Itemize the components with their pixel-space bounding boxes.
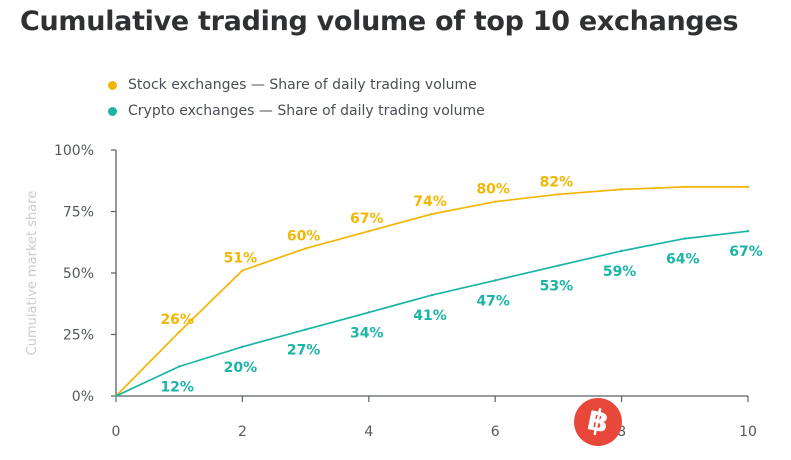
legend-label-crypto: Crypto exchanges — Share of daily tradin… [128,103,485,119]
x-tick-label: 8 [617,424,626,440]
data-label-crypto: 12% [160,379,194,395]
data-point-crypto [430,293,434,297]
data-point-crypto [557,264,560,267]
y-tick-label: 25% [63,328,94,344]
data-label-crypto: 41% [413,308,447,324]
data-point-stock [367,229,370,233]
legend-label-stock: Stock exchanges — Share of daily trading… [128,77,477,93]
data-point-stock [241,269,244,272]
y-tick-label: 0% [72,389,94,405]
x-tick-label: 10 [739,424,757,440]
y-tick-label: 50% [63,266,94,282]
data-point-stock [557,193,560,196]
data-label-crypto: 67% [729,244,763,260]
data-label-stock: 26% [160,312,194,328]
data-label-crypto: 59% [603,264,637,280]
data-point-crypto [367,311,370,314]
data-label-stock: 74% [413,194,447,210]
data-label-crypto: 20% [224,360,258,376]
y-tick-label: 75% [63,205,94,221]
data-point-stock [304,247,307,250]
data-label-crypto: 27% [287,343,321,359]
y-tick-label: 100% [54,143,94,159]
data-label-crypto: 34% [350,325,384,341]
data-point-crypto [746,229,750,233]
data-label-stock: 60% [287,228,321,244]
data-label-stock: 51% [224,251,258,267]
data-label-crypto: 47% [476,293,510,309]
data-point-crypto [494,279,497,282]
data-label-crypto: 53% [540,279,574,295]
series-line-stock [115,186,748,397]
legend-item-crypto: Crypto exchanges — Share of daily tradin… [108,103,485,119]
data-point-stock [178,330,181,334]
legend-dot-icon [108,80,117,90]
y-axis-title: Cumulative market share [25,191,40,356]
x-tick-label: 4 [364,424,373,440]
x-tick-label: 6 [491,424,500,440]
data-point-stock [620,188,623,191]
data-point-crypto [114,394,118,398]
data-point-crypto [178,365,181,368]
legend-item-stock: Stock exchanges — Share of daily trading… [108,77,477,93]
data-point-crypto [620,249,623,253]
data-point-crypto [304,328,307,331]
chart-title: Cumulative trading volume of top 10 exch… [20,6,739,37]
data-point-stock [746,185,750,189]
legend-dot-icon [108,106,117,116]
data-label-stock: 80% [476,182,510,198]
data-label-crypto: 64% [666,252,700,268]
data-label-stock: 67% [350,211,384,227]
x-tick-label: 0 [112,424,121,440]
data-point-crypto [241,345,244,348]
x-tick-label: 2 [238,424,247,440]
data-label-stock: 82% [540,174,574,190]
data-point-crypto [683,237,686,240]
data-point-stock [430,212,434,216]
data-point-stock [683,185,686,189]
data-point-stock [494,200,497,203]
